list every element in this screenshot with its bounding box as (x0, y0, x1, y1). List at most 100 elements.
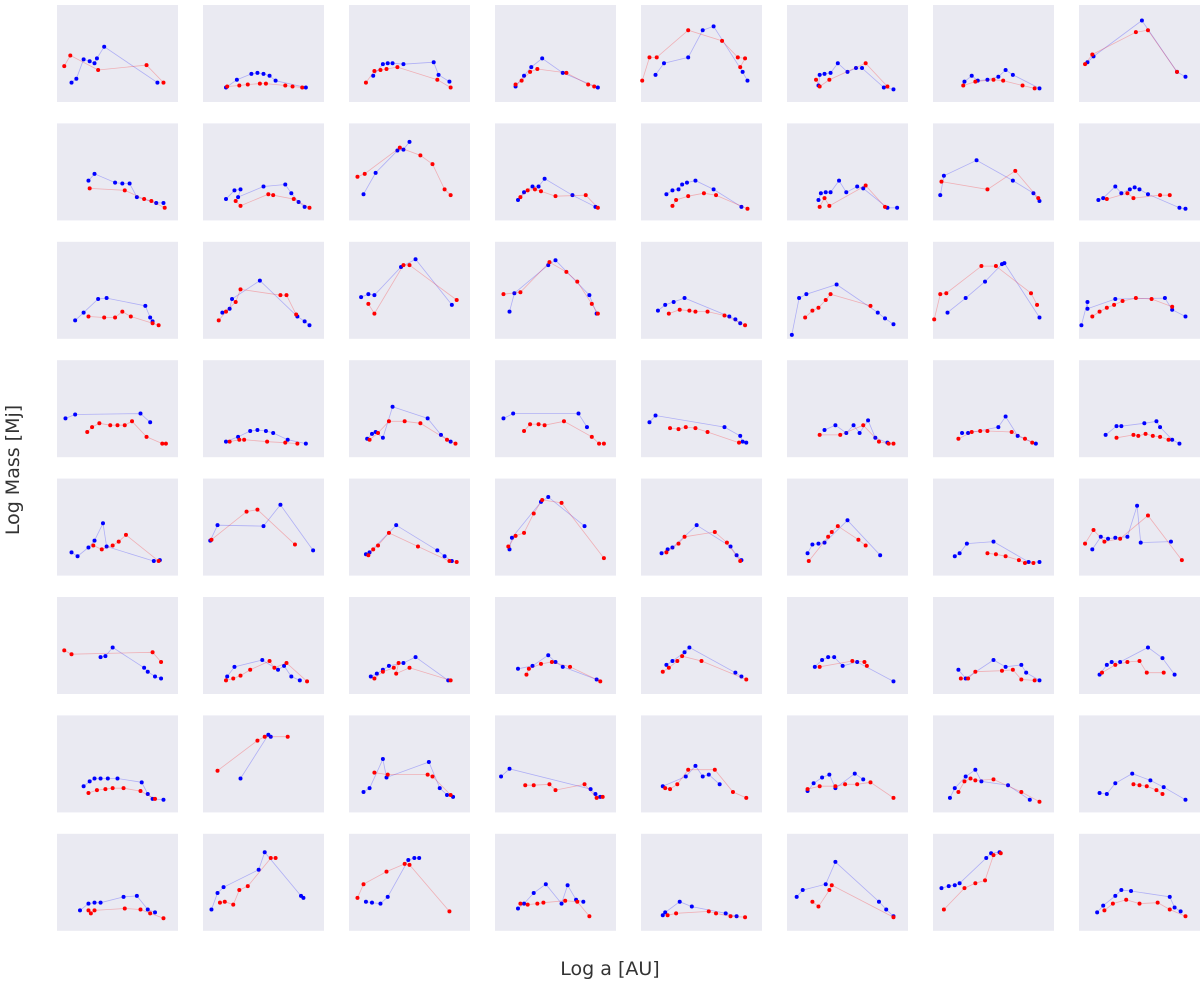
data-point (706, 909, 711, 914)
subplot-background (203, 123, 324, 221)
data-point (282, 663, 287, 668)
subplot-background (1079, 123, 1200, 221)
data-point (1118, 536, 1123, 541)
data-point (372, 293, 377, 298)
data-point (512, 291, 517, 296)
data-point (962, 79, 967, 84)
subplot (641, 715, 762, 813)
data-point (302, 319, 307, 324)
data-point (395, 65, 400, 70)
data-point (1079, 323, 1084, 328)
data-point (68, 53, 73, 58)
data-point (361, 790, 366, 795)
data-point (1113, 535, 1118, 540)
data-point (654, 55, 659, 60)
data-point (991, 658, 996, 663)
data-point (271, 430, 276, 435)
data-point (426, 759, 431, 764)
data-point (397, 145, 402, 150)
data-point (1162, 296, 1167, 301)
data-point (733, 317, 738, 322)
subplot (495, 5, 616, 102)
data-point (522, 429, 527, 434)
data-point (159, 659, 164, 664)
data-point (851, 423, 856, 428)
data-point (372, 311, 377, 316)
data-point (891, 87, 896, 92)
data-point (647, 420, 652, 425)
data-point (546, 653, 551, 658)
data-point (1091, 528, 1096, 533)
data-point (86, 901, 91, 906)
data-point (528, 422, 533, 427)
data-point (745, 78, 750, 83)
data-point (670, 659, 675, 664)
subplot (349, 833, 470, 931)
data-point (1119, 191, 1124, 196)
data-point (1022, 560, 1027, 565)
subplot (641, 597, 762, 694)
data-point (81, 310, 86, 315)
data-point (1083, 62, 1088, 67)
data-point (834, 282, 839, 287)
data-point (595, 311, 600, 316)
data-point (407, 263, 412, 268)
data-point (363, 80, 368, 85)
data-point (863, 183, 868, 188)
data-point (386, 530, 391, 535)
subplot (349, 597, 470, 694)
data-point (1001, 78, 1006, 83)
data-point (108, 423, 113, 428)
data-point (722, 313, 727, 318)
data-point (372, 676, 377, 681)
data-point (946, 884, 951, 889)
data-point (1009, 429, 1014, 434)
data-point (705, 429, 710, 434)
data-point (447, 79, 452, 84)
data-point (92, 900, 97, 905)
data-point (745, 206, 750, 211)
data-point (266, 192, 271, 197)
data-point (435, 77, 440, 82)
data-point (385, 61, 390, 66)
series-line (517, 883, 584, 909)
subplot-background (787, 833, 908, 931)
data-point (369, 431, 374, 436)
data-point (939, 886, 944, 891)
data-point (267, 73, 272, 78)
data-point (69, 80, 74, 85)
data-point (553, 659, 558, 664)
data-point (448, 439, 453, 444)
data-point (693, 763, 698, 768)
data-point (110, 543, 115, 548)
data-point (373, 170, 378, 175)
subplot-background (933, 241, 1054, 339)
data-point (852, 771, 857, 776)
data-point (506, 544, 511, 549)
data-point (883, 316, 888, 321)
data-point (1127, 187, 1132, 192)
data-point (128, 314, 133, 319)
data-point (957, 881, 962, 886)
data-point (73, 318, 78, 323)
data-point (1037, 799, 1042, 804)
data-point (693, 309, 698, 314)
data-point (238, 203, 243, 208)
data-point (822, 540, 827, 545)
subplot (203, 478, 324, 576)
subplot (641, 360, 762, 458)
data-point (531, 783, 536, 788)
data-point (261, 71, 266, 76)
data-point (1096, 198, 1101, 203)
subplot (1079, 241, 1200, 339)
data-point (547, 260, 552, 265)
subplot-background (787, 478, 908, 576)
data-point (391, 665, 396, 670)
data-point (891, 795, 896, 800)
data-point (1114, 424, 1119, 429)
data-point (740, 439, 745, 444)
data-point (522, 530, 527, 535)
data-point (857, 430, 862, 435)
data-point (689, 904, 694, 909)
data-point (804, 292, 809, 297)
